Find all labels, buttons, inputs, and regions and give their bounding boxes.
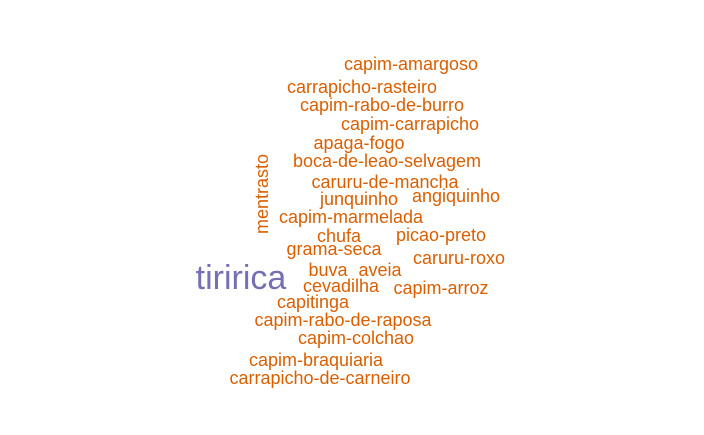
word-tiririca: tiririca: [195, 259, 287, 297]
word-capim-arroz: capim-arroz: [393, 278, 489, 298]
word-carrapicho-de-carneiro: carrapicho-de-carneiro: [229, 368, 411, 388]
word-capitinga: capitinga: [276, 292, 350, 312]
word-angiquinho: angiquinho: [411, 186, 501, 206]
word-cevadilha: cevadilha: [302, 276, 380, 296]
word-capim-carrapicho: capim-carrapicho: [340, 114, 480, 134]
word-picao-preto: picao-preto: [395, 225, 487, 245]
word-buva: buva: [308, 260, 348, 280]
word-boca-de-leao-selvagem: boca-de-leao-selvagem: [292, 151, 482, 171]
word-capim-amargoso: capim-amargoso: [343, 54, 479, 74]
word-caruru-roxo: caruru-roxo: [412, 248, 506, 268]
word-capim-rabo-de-burro: capim-rabo-de-burro: [299, 95, 465, 115]
word-capim-braquiaria: capim-braquiaria: [248, 350, 384, 370]
word-capim-marmelada: capim-marmelada: [278, 207, 424, 227]
word-chufa: chufa: [316, 226, 362, 246]
word-caruru-de-mancha: caruru-de-mancha: [311, 172, 459, 192]
word-capim-rabo-de-raposa: capim-rabo-de-raposa: [254, 310, 432, 330]
word-aveia: aveia: [358, 260, 402, 280]
word-apaga-fogo: apaga-fogo: [313, 133, 405, 153]
word-junquinho: junquinho: [319, 189, 399, 209]
word-carrapicho-rasteiro: carrapicho-rasteiro: [286, 77, 438, 97]
word-grama-seca: grama-seca: [286, 239, 382, 259]
word-mentrasto: mentrasto: [252, 153, 272, 235]
word-capim-colchao: capim-colchao: [297, 328, 415, 348]
